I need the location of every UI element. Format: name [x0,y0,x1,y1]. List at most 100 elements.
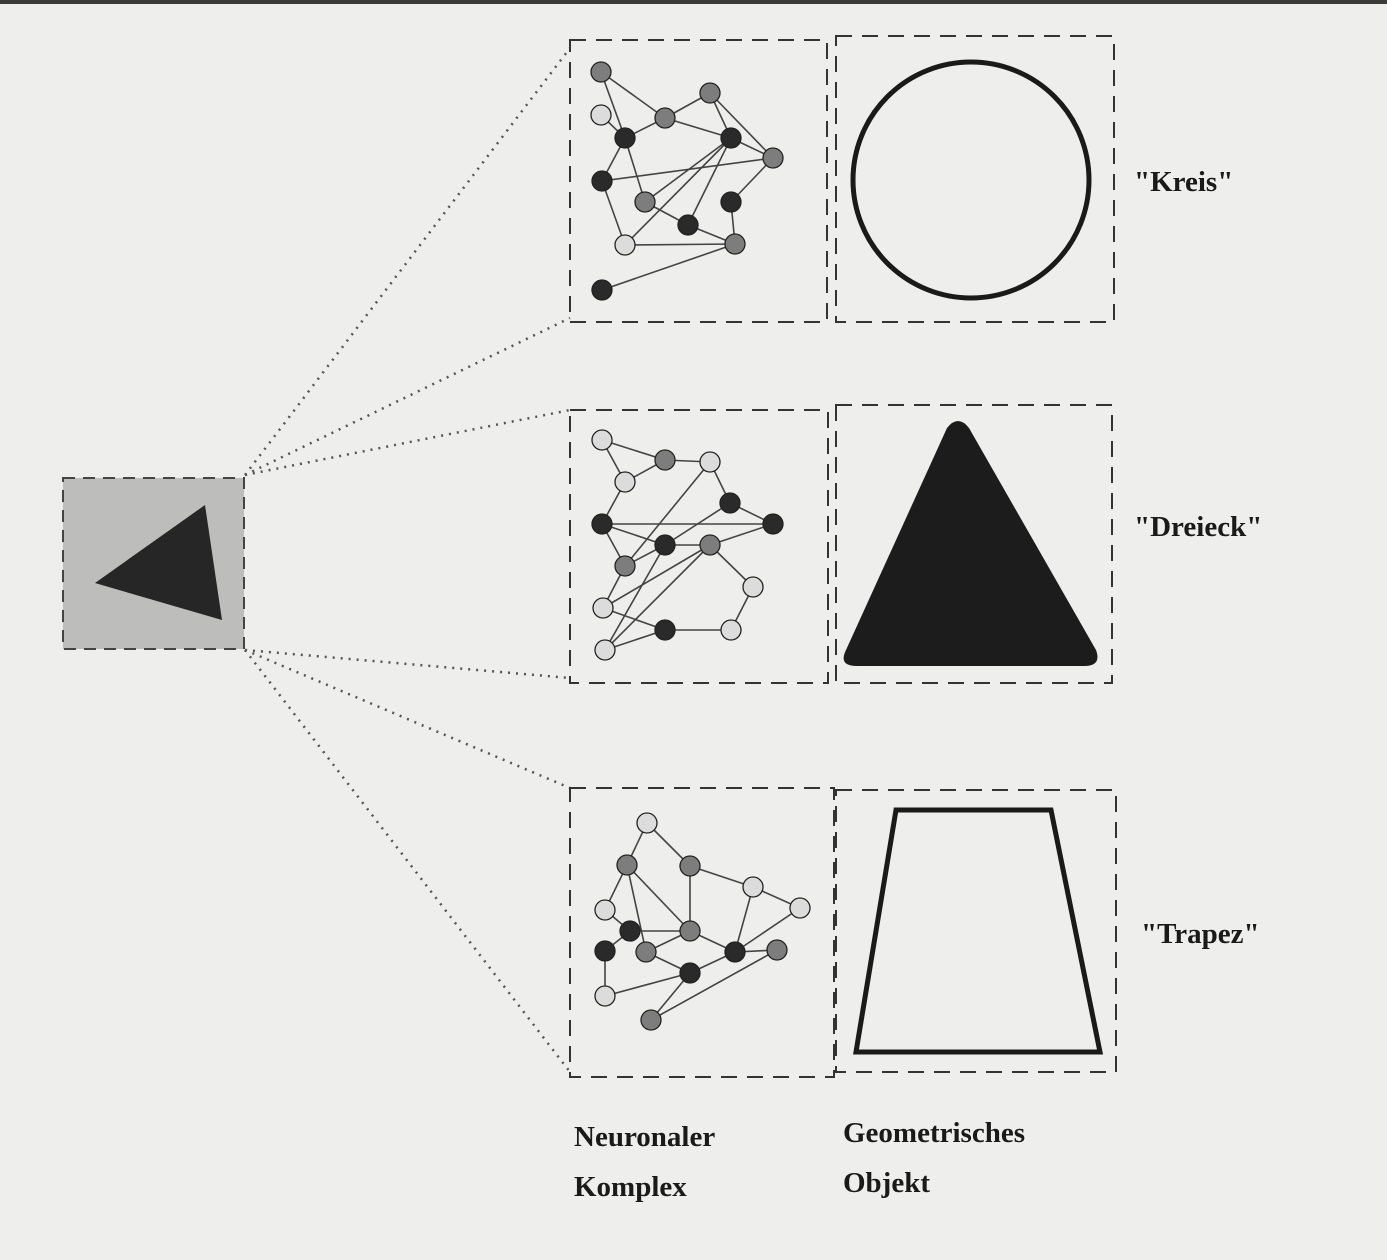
synapse-line [626,864,647,953]
neuron-node [699,451,721,473]
caption-neural-line2: Komplex [574,1171,687,1203]
synapse-line [650,949,778,1021]
projection-line-kreis-top [244,47,571,476]
neuron-node [679,962,701,984]
triangle-icon [95,505,222,620]
neuron-node [635,941,657,963]
top-edge [0,0,1387,4]
row-trapez [569,787,1117,1078]
synapse-line [624,137,646,203]
synapse-line [604,544,666,651]
caption-neural-line1: Neuronaler [574,1121,716,1153]
neuron-node [591,429,613,451]
neuron-node [654,534,676,556]
label-trapez: "Trapez" [1141,918,1260,950]
neuron-node [591,279,613,301]
neuron-node [762,513,784,535]
label-kreis: "Kreis" [1134,166,1234,198]
synapse-line [709,92,774,159]
neuron-node [724,941,746,963]
neuron-node [614,127,636,149]
neuron-node [614,555,636,577]
neuron-node [634,191,656,213]
synapse-line [664,117,732,139]
geometric-object-box-kreis [835,35,1115,323]
neuron-node [591,513,613,535]
neuron-node [677,214,699,236]
neuron-node [679,855,701,877]
neuron-node [720,191,742,213]
neuron-node [594,639,616,661]
synapse-line [664,502,731,546]
caption-neural-complex: Neuronaler Komplex [574,1112,715,1212]
synapse-line [734,886,754,953]
synapse-line [687,137,732,226]
stimulus-box [62,477,245,650]
neuron-node [766,939,788,961]
neuron-node [614,234,636,256]
geometric-object-box-trapez [835,789,1117,1073]
projection-line-trapez-bottom [244,649,571,1073]
projection-line-dreieck-bottom [244,648,571,680]
synapse-line [601,439,666,461]
neuron-node [590,61,612,83]
synapse-line [624,137,732,246]
synapse-line [604,544,711,651]
neuron-node [619,920,641,942]
neuron-node [742,876,764,898]
synapse-line [709,523,774,546]
synapse-line [601,180,626,246]
synapse-line [600,71,626,139]
neuron-node [654,619,676,641]
neuron-node [724,233,746,255]
synapse-line [689,865,754,888]
stimulus-background [62,477,245,650]
neural-network-trapez [594,812,811,1031]
neural-complex-box-kreis [569,39,828,323]
synapse-line [624,461,711,567]
row-dreieck [569,404,1113,684]
neuron-node [594,899,616,921]
neural-network-kreis [590,61,784,301]
caption-geom-line2: Objekt [843,1167,930,1199]
caption-geom-line1: Geometrisches [843,1117,1025,1149]
neuron-node [592,597,614,619]
neuron-node [614,471,636,493]
neuron-node [594,985,616,1007]
neuron-node [719,492,741,514]
synapse-line [644,137,732,203]
neuron-node [590,104,612,126]
synapse-line [624,243,736,246]
caption-geometric-object: Geometrisches Objekt [843,1108,1025,1208]
neuron-node [616,854,638,876]
neuron-node [594,940,616,962]
projection-lines [244,47,571,1073]
neuron-node [636,812,658,834]
projection-line-kreis-bottom [244,316,571,477]
synapse-line [604,972,691,997]
geometric-object-box-dreieck [835,404,1113,684]
neuron-node [720,619,742,641]
trapezoid-shape [853,807,1104,1055]
synapse-line [626,864,691,932]
neural-network-dreieck [591,429,784,661]
synapse-line [601,523,666,546]
neuron-node [742,576,764,598]
neuron-node [699,82,721,104]
label-dreieck: "Dreieck" [1134,511,1263,543]
circle-shape [850,59,1092,301]
neuron-node [654,449,676,471]
neuron-node [789,897,811,919]
synapse-line [600,71,666,119]
neuron-node [679,920,701,942]
neuron-node [762,147,784,169]
neuron-node [591,170,613,192]
neural-complex-box-trapez [569,787,835,1078]
neuron-node [654,107,676,129]
neural-complex-box-dreieck [569,409,829,684]
neuron-node [720,127,742,149]
neuron-node [699,534,721,556]
projection-line-trapez-top [244,648,571,790]
synapse-line [602,544,711,609]
